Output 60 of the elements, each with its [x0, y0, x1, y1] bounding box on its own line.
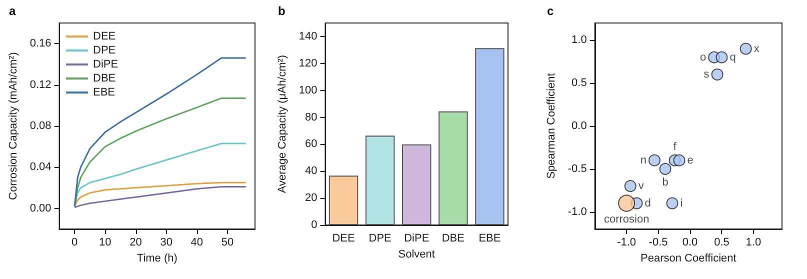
y-tick-label: 0.5 — [572, 77, 587, 90]
x-tick-label: DPE — [368, 232, 392, 244]
data-label: q — [730, 51, 736, 64]
y-tick-label: 40 — [305, 165, 318, 178]
data-label: i — [680, 197, 683, 210]
legend-label: DPE — [93, 44, 116, 56]
data-label: x — [754, 42, 760, 55]
legend-label: DBE — [93, 72, 116, 84]
y-tick-label: 0.08 — [30, 120, 52, 132]
y-tick-label: 1.0 — [572, 34, 587, 46]
x-tick-label: 30 — [160, 236, 172, 248]
x-tick-label: 20 — [130, 236, 142, 248]
x-tick-label: EBE — [478, 232, 501, 244]
y-tick-label: 120 — [298, 57, 318, 70]
y-axis-title: Spearman Coefficient — [546, 73, 558, 179]
y-tick-label: 0.04 — [30, 161, 52, 174]
y-tick-label: 0.12 — [30, 78, 52, 91]
x-tick-label: 1.0 — [746, 236, 762, 248]
legend-label: EBE — [93, 86, 116, 98]
chart-title: a — [9, 4, 16, 18]
data-label: f — [673, 140, 678, 153]
x-tick-label: 40 — [190, 236, 204, 248]
x-axis-title: Pearson Coefficient — [640, 252, 736, 264]
data-label: b — [662, 176, 668, 188]
x-tick-label: 0.5 — [714, 236, 730, 248]
y-tick-label: 20 — [305, 192, 318, 204]
y-tick-label: -0.5 — [568, 162, 587, 175]
x-tick-label: -1.0 — [617, 236, 636, 248]
series-label: corrosion — [604, 213, 650, 226]
y-tick-label: 0.16 — [30, 38, 52, 50]
data-label: e — [687, 154, 694, 166]
x-axis-title: Solvent — [398, 248, 435, 260]
x-tick-label: -0.5 — [648, 236, 668, 248]
y-tick-label: 0.0 — [572, 120, 587, 132]
y-tick-label: 80 — [305, 111, 318, 124]
y-tick-label: 60 — [305, 138, 318, 150]
x-axis-title: Time (h) — [136, 252, 178, 264]
y-tick-label: 100 — [298, 84, 318, 96]
x-tick-label: 0 — [72, 236, 78, 248]
data-label: n — [640, 154, 646, 166]
x-tick-label: 50 — [221, 236, 234, 248]
y-tick-label: -1.0 — [568, 206, 587, 218]
x-tick-label: DBE — [442, 232, 464, 244]
legend-label: DEE — [93, 30, 116, 42]
y-tick-label: 140 — [298, 30, 318, 42]
y-tick-label: 0.00 — [30, 202, 52, 214]
data-label: o — [700, 51, 706, 64]
y-axis-title: Average Capacity (μAh/cm²) — [276, 54, 288, 194]
data-label: s — [704, 68, 710, 80]
x-tick-label: 10 — [99, 236, 112, 248]
x-tick-label: 0.0 — [682, 236, 698, 248]
x-tick-label: DEE — [332, 232, 355, 244]
legend-label: DiPE — [93, 58, 118, 70]
y-tick-label: 0 — [311, 219, 318, 231]
data-label: v — [638, 180, 644, 192]
chart-title: c — [547, 4, 554, 18]
chart-title: b — [278, 4, 286, 18]
y-axis-title: Corrosion Capacity (mAh/cm²) — [8, 52, 20, 200]
x-tick-label: DiPE — [404, 232, 430, 244]
data-label: d — [644, 197, 651, 210]
